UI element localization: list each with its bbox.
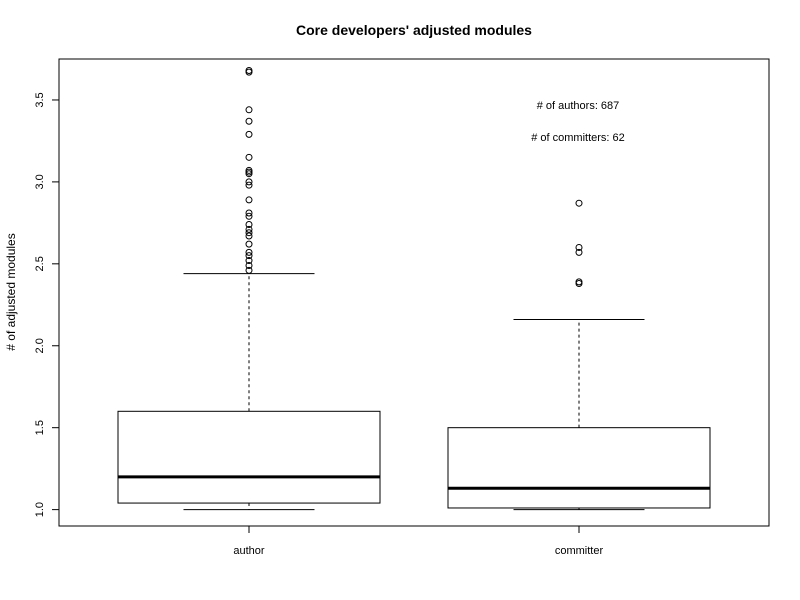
- outlier-point: [575, 248, 583, 256]
- chart-title: Core developers' adjusted modules: [296, 22, 532, 38]
- y-tick-label: 3.0: [34, 174, 46, 189]
- outlier-point: [245, 196, 253, 204]
- box-iqr: [117, 410, 381, 504]
- y-tick-label: 1.5: [34, 420, 46, 435]
- boxplot-committer: [447, 199, 711, 511]
- y-axis: 1.0 1.5 2.0 2.5 3.0 3.5: [34, 92, 60, 517]
- x-tick-label: author: [233, 545, 265, 557]
- outlier-point: [245, 240, 253, 248]
- boxplots: [117, 66, 711, 511]
- outlier-point: [575, 243, 583, 251]
- outlier-point: [245, 220, 253, 228]
- x-tick-label: committer: [555, 545, 604, 557]
- y-axis-label: # of adjusted modules: [4, 233, 18, 350]
- outlier-point: [245, 117, 253, 125]
- y-tick-label: 2.5: [34, 256, 46, 271]
- outlier-point: [245, 181, 253, 189]
- outlier-point: [245, 257, 253, 265]
- y-tick-label: 1.0: [34, 502, 46, 517]
- outlier-point: [245, 153, 253, 161]
- outlier-point: [245, 229, 253, 237]
- outlier-point: [245, 66, 253, 74]
- x-axis: author committer: [233, 525, 604, 557]
- y-tick-label: 3.5: [34, 92, 46, 107]
- outlier-point: [245, 212, 253, 220]
- boxplot-author: [117, 66, 381, 511]
- outlier-point: [245, 252, 253, 260]
- outlier-point: [245, 209, 253, 217]
- outlier-point: [575, 199, 583, 207]
- outlier-point: [245, 225, 253, 233]
- annotation-authors: # of authors: 687: [537, 100, 620, 112]
- outlier-point: [575, 278, 583, 286]
- outlier-point: [245, 166, 253, 174]
- y-tick-label: 2.0: [34, 338, 46, 353]
- outlier-point: [245, 261, 253, 269]
- annotation-committers: # of committers: 62: [531, 132, 625, 144]
- box-iqr: [447, 427, 711, 509]
- outlier-point: [245, 232, 253, 240]
- outlier-point: [245, 248, 253, 256]
- outlier-point: [245, 266, 253, 274]
- outlier-point: [245, 106, 253, 114]
- outlier-point: [245, 130, 253, 138]
- outlier-point: [245, 178, 253, 186]
